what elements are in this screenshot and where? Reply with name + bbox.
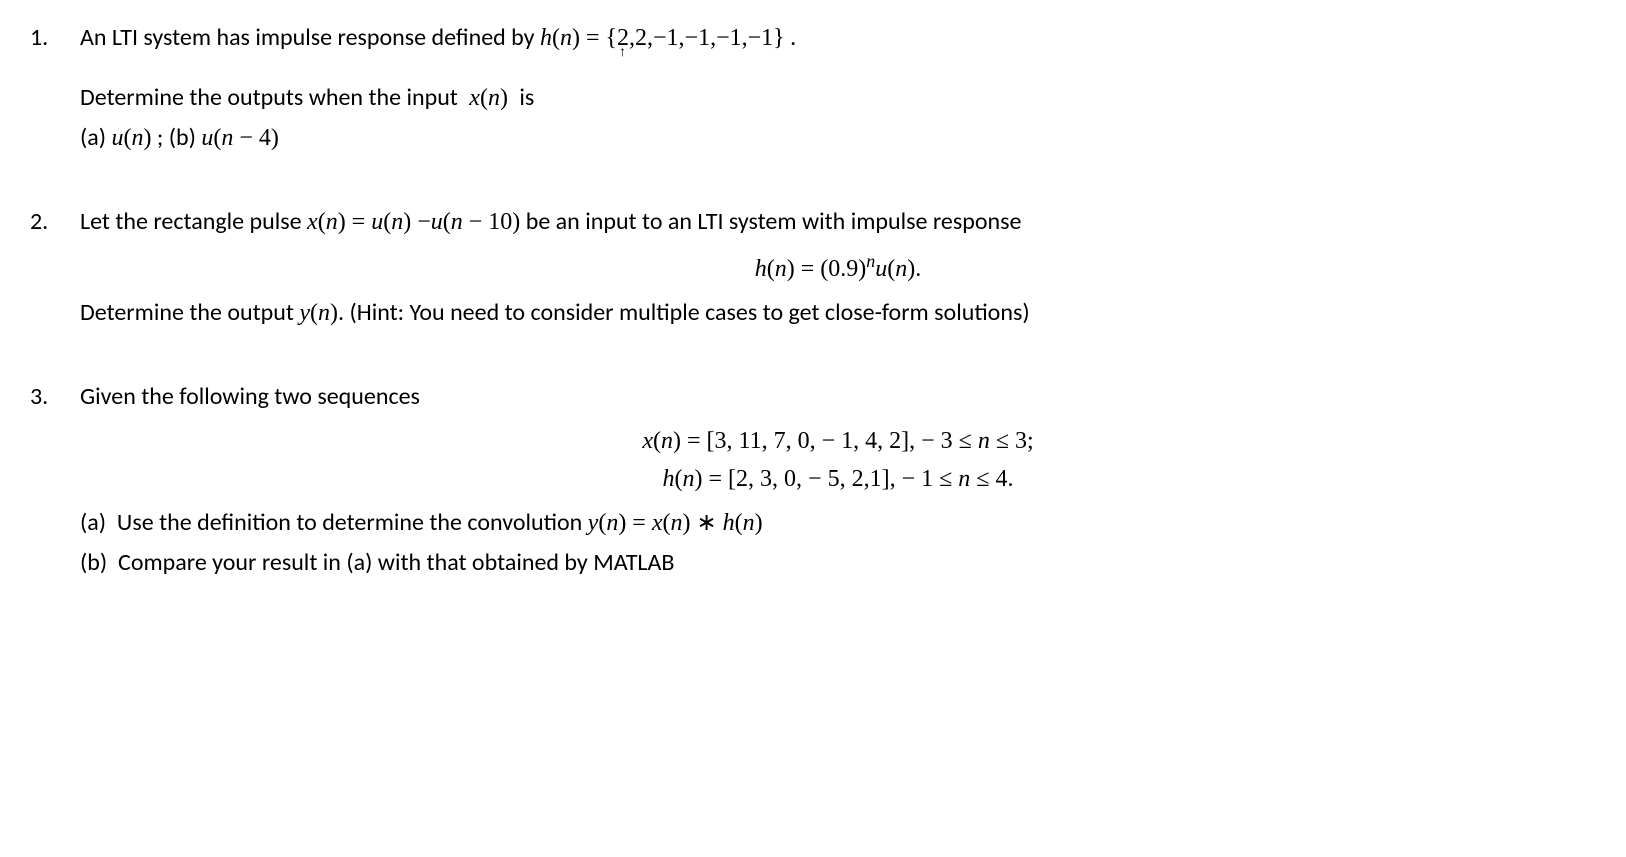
problem-3-eq2-lhs: h(n) = [2, 3, 0, − 5, 2,1], <box>663 466 902 492</box>
problem-3-part-b-text: Compare your result in (a) with that obt… <box>118 548 674 577</box>
problem-1: 1. An LTI system has impulse response de… <box>30 20 1596 156</box>
problem-1-parts: (a) u(n) ; (b) u(n − 4) <box>80 120 1596 156</box>
problem-1-part-b-math: u(n − 4) <box>201 125 279 151</box>
problem-1-part-a-math: u(n) <box>111 125 151 151</box>
problem-1-sep: ; (b) <box>151 123 201 152</box>
problem-1-line1-math: h(n) = {2↑,2,−1,−1,−1,−1} <box>540 25 785 51</box>
problem-3-eq2: h(n) = [2, 3, 0, − 5, 2,1], − 1 ≤ n ≤ 4. <box>80 461 1596 497</box>
problem-3: 3. Given the following two sequences x(n… <box>30 379 1596 581</box>
problem-3-eq1-rhs: − 3 ≤ n ≤ 3; <box>921 428 1034 454</box>
problem-2-line1-suffix: be an input to an LTI system with impuls… <box>520 207 1021 236</box>
problem-2-number: 2. <box>30 204 80 240</box>
problem-1-number: 1. <box>30 20 80 56</box>
problem-2-line2-suffix: . (Hint: You need to consider multiple c… <box>338 298 1030 327</box>
problem-1-line2: Determine the outputs when the input x(n… <box>80 80 1596 116</box>
problem-1-part-a-label: (a) <box>80 123 111 152</box>
problem-3-part-a-text: Use the definition to determine the conv… <box>117 508 588 537</box>
problem-3-part-b: (b) Compare your result in (a) with that… <box>80 545 1596 581</box>
problem-3-line1: Given the following two sequences <box>80 379 1596 415</box>
problem-2-line1-math: x(n) = u(n) −u(n − 10) <box>307 209 520 235</box>
problem-2-line2-math: y(n) <box>299 300 338 326</box>
problem-2-line2: Determine the output y(n). (Hint: You ne… <box>80 295 1596 331</box>
problem-2-line1-prefix: Let the rectangle pulse <box>80 207 307 236</box>
problem-1-line2-xn: x(n) <box>463 85 514 111</box>
problem-3-body: Given the following two sequences x(n) =… <box>80 379 1596 581</box>
problem-2-line2-prefix: Determine the output <box>80 298 299 327</box>
problem-3-part-a: (a) Use the definition to determine the … <box>80 505 1596 541</box>
problem-2-line1: Let the rectangle pulse x(n) = u(n) −u(n… <box>80 204 1596 240</box>
problem-2-eq-math: h(n) = (0.9)nu(n). <box>755 256 922 282</box>
problem-1-line1: An LTI system has impulse response defin… <box>80 20 1596 56</box>
problem-1-line2-suffix: is <box>514 83 534 112</box>
problem-3-eq1-lhs: x(n) = [3, 11, 7, 0, − 1, 4, 2], <box>642 428 921 454</box>
problem-1-line2-prefix: Determine the outputs when the input <box>80 83 463 112</box>
problem-3-part-a-math: y(n) = x(n) ∗ h(n) <box>588 510 763 536</box>
problem-1-body: An LTI system has impulse response defin… <box>80 20 1596 156</box>
problem-3-part-a-label: (a) <box>80 508 106 537</box>
problem-3-eq2-rhs: − 1 ≤ n ≤ 4. <box>902 466 1014 492</box>
problem-2-eq: h(n) = (0.9)nu(n). <box>80 248 1596 287</box>
problem-3-number: 3. <box>30 379 80 415</box>
problem-3-equations: x(n) = [3, 11, 7, 0, − 1, 4, 2], − 3 ≤ n… <box>80 423 1596 497</box>
problem-2: 2. Let the rectangle pulse x(n) = u(n) −… <box>30 204 1596 331</box>
problem-1-line1-suffix: . <box>785 23 796 52</box>
problem-2-body: Let the rectangle pulse x(n) = u(n) −u(n… <box>80 204 1596 331</box>
problem-3-part-b-label: (b) <box>80 548 107 577</box>
problem-3-eq1: x(n) = [3, 11, 7, 0, − 1, 4, 2], − 3 ≤ n… <box>80 423 1596 459</box>
problem-1-line1-prefix: An LTI system has impulse response defin… <box>80 23 540 52</box>
